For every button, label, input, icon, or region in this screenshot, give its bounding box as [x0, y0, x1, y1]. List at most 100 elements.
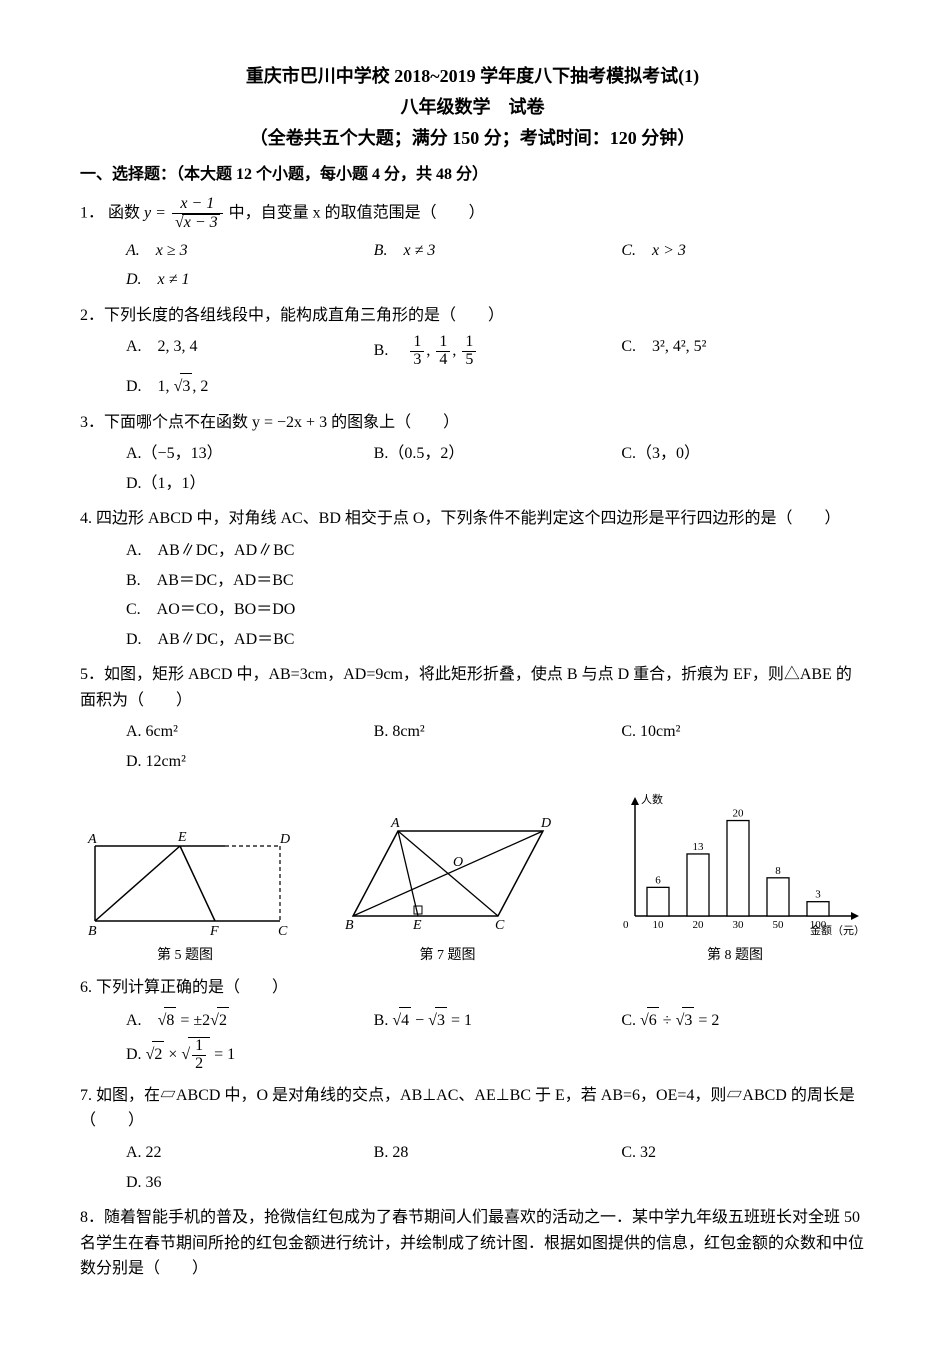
q6-C-post: = 2 [694, 1012, 719, 1029]
question-5: 5．如图，矩形 ABCD 中，AB=3cm，AD=9cm，将此矩形折叠，使点 B… [80, 662, 865, 776]
figure-7-block: A B C D E O 第 7 题图 [333, 811, 563, 967]
fig7-label-A: A [390, 816, 400, 831]
q2-D-post: , 2 [192, 378, 208, 395]
q6-text: 6. 下列计算正确的是（ ） [80, 975, 865, 1001]
q4-choice-D: D. AB∥DC，AD＝BC [122, 625, 865, 655]
q6-C-mid: ÷ [659, 1012, 676, 1029]
question-4: 4. 四边形 ABCD 中，对角线 AC、BD 相交于点 O，下列条件不能判定这… [80, 506, 865, 654]
q1-sqrt-body: x − 3 [182, 214, 220, 232]
q3-choice-B: B.（0.5，2） [370, 439, 618, 469]
q4-text: 4. 四边形 ABCD 中，对角线 AC、BD 相交于点 O，下列条件不能判定这… [80, 506, 865, 532]
q6-B-sqrt1: 4 [399, 1007, 411, 1034]
q7-choice-B: B. 28 [370, 1138, 618, 1168]
svg-text:50: 50 [773, 919, 785, 931]
question-1: 1． 函数 y = x − 1 x − 3 中，自变量 x 的取值范围是（ ） … [80, 196, 865, 295]
q8-text: 8．随着智能手机的普及，抢微信红包成为了春节期间人们最喜欢的活动之一．某中学九年… [80, 1205, 865, 1282]
q6-B-mid: − [411, 1012, 428, 1029]
title-line-3: （全卷共五个大题；满分 150 分；考试时间：120 分钟） [80, 124, 865, 153]
q6-A-pre: A. [126, 1012, 158, 1029]
question-7: 7. 如图，在▱ABCD 中，O 是对角线的交点，AB⊥AC、AE⊥BC 于 E… [80, 1083, 865, 1197]
q2-B-frac1: 13 [410, 334, 424, 369]
q6-D-mid: × [164, 1046, 181, 1063]
q7-choice-D: D. 36 [122, 1168, 865, 1198]
figure-8-block: 人数金额（元）0610132020308503100 第 8 题图 [605, 791, 865, 967]
svg-text:30: 30 [733, 919, 745, 931]
q2-choice-C: C. 3², 4², 5² [617, 332, 865, 371]
q1-num: 1． [80, 204, 104, 221]
q4-choice-A: A. AB∥DC，AD∥BC [122, 536, 865, 566]
q2-choices: A. 2, 3, 4 B. 13, 14, 15 C. 3², 4², 5² D… [80, 332, 865, 401]
q1-frac-num: x − 1 [172, 196, 223, 214]
title-block: 重庆市巴川中学校 2018~2019 学年度八下抽考模拟考试(1) 八年级数学 … [80, 62, 865, 152]
q6-B-sqrt2: 3 [435, 1007, 447, 1034]
title-line-1: 重庆市巴川中学校 2018~2019 学年度八下抽考模拟考试(1) [80, 62, 865, 91]
question-6: 6. 下列计算正确的是（ ） A. 8 = ±2 2 B. 4 − 3 = 1 C… [80, 975, 865, 1075]
q2-D-sqrt: 3 [180, 373, 192, 400]
q2-choice-A: A. 2, 3, 4 [122, 332, 370, 371]
q1-choice-A: A. x ≥ 3 [122, 236, 370, 266]
q6-A-post: = ±2 [176, 1012, 210, 1029]
q5-choice-B: B. 8cm² [370, 717, 618, 747]
figure-5-caption: 第 5 题图 [80, 945, 290, 967]
q1-choice-B: B. x ≠ 3 [370, 236, 618, 266]
q5-choices: A. 6cm² B. 8cm² C. 10cm² D. 12cm² [80, 717, 865, 776]
q1-post: 中，自变量 x 的取值范围是（ ） [229, 204, 485, 221]
q2-B-f1-den: 3 [410, 352, 424, 369]
fig7-label-E: E [412, 918, 422, 933]
q5-choice-D: D. 12cm² [122, 747, 865, 777]
q3-text: 3．下面哪个点不在函数 y = −2x + 3 的图象上（ ） [80, 410, 865, 436]
q4-choice-B: B. AB＝DC，AD＝BC [122, 566, 865, 596]
q6-D-frac-den: 2 [192, 1056, 206, 1073]
q1-choice-D: D. x ≠ 1 [122, 265, 865, 295]
fig7-label-D: D [540, 816, 551, 831]
q1-frac-den: x − 3 [172, 214, 223, 232]
q7-choice-A: A. 22 [122, 1138, 370, 1168]
q7-choices: A. 22 B. 28 C. 32 D. 36 [80, 1138, 865, 1197]
figure-8-caption: 第 8 题图 [605, 945, 865, 967]
svg-text:人数: 人数 [641, 793, 663, 806]
q6-choices: A. 8 = ±2 2 B. 4 − 3 = 1 C. 6 ÷ 3 = 2 D. … [80, 1005, 865, 1075]
question-3: 3．下面哪个点不在函数 y = −2x + 3 的图象上（ ） A.（−5，13… [80, 410, 865, 499]
q3-choice-D: D.（1，1） [122, 469, 865, 499]
question-8: 8．随着智能手机的普及，抢微信红包成为了春节期间人们最喜欢的活动之一．某中学九年… [80, 1205, 865, 1282]
q5-text: 5．如图，矩形 ABCD 中，AB=3cm，AD=9cm，将此矩形折叠，使点 B… [80, 662, 865, 713]
q1-choices: A. x ≥ 3 B. x ≠ 3 C. x > 3 D. x ≠ 1 [80, 236, 865, 295]
q6-B-post: = 1 [447, 1012, 472, 1029]
q6-C-sqrt1: 6 [647, 1007, 659, 1034]
svg-text:6: 6 [655, 874, 661, 886]
fig5-label-F: F [209, 924, 219, 939]
figure-5-svg: A B C D E F [80, 821, 290, 941]
fig5-label-D: D [279, 832, 290, 847]
q2-choice-D: D. 1, 3, 2 [122, 371, 865, 402]
svg-text:0: 0 [623, 919, 629, 931]
q6-choice-D: D. 2 × 12 = 1 [122, 1035, 865, 1075]
q3-choice-C: C.（3，0） [617, 439, 865, 469]
q1-pre: 函数 [108, 204, 140, 221]
q6-A-sqrt2: 2 [217, 1007, 229, 1034]
q1-y: y = [144, 204, 166, 221]
q2-B-f3-num: 1 [462, 334, 476, 352]
q2-B-frac3: 15 [462, 334, 476, 369]
q4-choices: A. AB∥DC，AD∥BC B. AB＝DC，AD＝BC C. AO＝CO，B… [80, 536, 865, 654]
q6-D-sqrt-frac: 12 [188, 1037, 210, 1073]
q2-B-label: B. [374, 342, 405, 359]
section-1-header: 一、选择题：（本大题 12 个小题，每小题 4 分，共 48 分） [80, 162, 865, 188]
q4-choice-C: C. AO＝CO，BO＝DO [122, 595, 865, 625]
q5-choice-C: C. 10cm² [617, 717, 865, 747]
svg-text:13: 13 [693, 841, 705, 853]
q6-choice-C: C. 6 ÷ 3 = 2 [617, 1005, 865, 1036]
q6-B-pre: B. [374, 1012, 393, 1029]
q6-A-sqrt: 8 [164, 1007, 176, 1034]
q2-B-f2-den: 4 [436, 352, 450, 369]
q6-D-frac: 12 [192, 1038, 206, 1073]
figure-7-svg: A B C D E O [333, 811, 563, 941]
q6-D-post: = 1 [210, 1046, 235, 1063]
q2-text: 2．下列长度的各组线段中，能构成直角三角形的是（ ） [80, 303, 865, 329]
q1-fraction: x − 1 x − 3 [172, 196, 223, 232]
q6-C-pre: C. [621, 1012, 640, 1029]
svg-text:10: 10 [653, 919, 665, 931]
svg-text:3: 3 [815, 888, 821, 900]
q2-choice-B: B. 13, 14, 15 [370, 332, 618, 371]
fig7-label-B: B [345, 918, 354, 933]
fig5-label-B: B [88, 924, 97, 939]
